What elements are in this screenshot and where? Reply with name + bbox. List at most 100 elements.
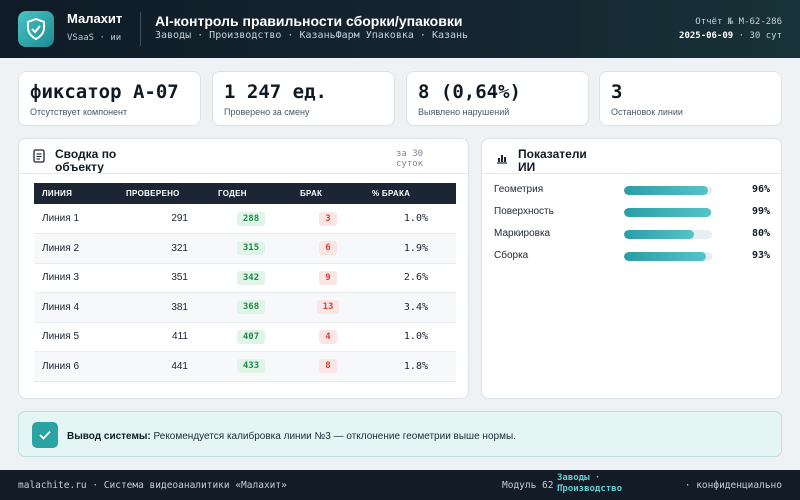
cell-line: Линия 3 — [34, 263, 118, 293]
metric-progress-fill — [624, 252, 706, 261]
summary-panel: Сводка по объекту за 30 суток ЛИНИЯ ПРОВ… — [18, 138, 469, 399]
metric-progress-track — [624, 186, 712, 195]
summary-title: Сводка по объекту — [55, 147, 117, 174]
footer-confidential: · конфиденциально — [684, 480, 782, 491]
cell-line: Линия 4 — [34, 292, 118, 323]
metric-progress-fill — [624, 230, 695, 239]
defect-badge: 4 — [319, 329, 337, 344]
page-title: AI-контроль правильности сборки/упаковки — [155, 13, 463, 29]
good-badge: 315 — [236, 241, 266, 256]
metric-progress-track — [624, 230, 712, 239]
cell-checked: 291 — [118, 204, 210, 234]
kpi-value: 3 — [611, 81, 623, 103]
metric-value: 80% — [751, 228, 770, 239]
good-badge: 288 — [236, 211, 266, 226]
good-badge: 407 — [236, 329, 266, 344]
table-row[interactable]: Линия 6 441 433 8 1.8% — [34, 351, 456, 382]
metric-label: Поверхность — [494, 206, 554, 217]
ai-metrics-title: Показатели ИИ — [518, 147, 587, 174]
cell-checked: 381 — [118, 292, 210, 323]
header-divider — [140, 12, 141, 46]
kpi-card-checked: 1 247 ед. Проверено за смену — [212, 71, 395, 126]
metric-value: 99% — [751, 206, 770, 217]
ai-metric-row: Поверхность 99% — [494, 206, 770, 218]
panel-divider — [19, 173, 468, 174]
table-header-row: ЛИНИЯ ПРОВЕРЕНО ГОДЕН БРАК % БРАКА — [34, 183, 456, 204]
metric-progress-track — [624, 252, 712, 261]
kpi-card-violations: 8 (0,64%) Выявлено нарушений — [406, 71, 589, 126]
defect-badge: 6 — [319, 241, 337, 256]
cell-line: Линия 6 — [34, 351, 118, 382]
system-conclusion: Вывод системы: Рекомендуется калибровка … — [18, 411, 782, 457]
ai-metric-row: Маркировка 80% — [494, 228, 770, 240]
conclusion-text: Вывод системы: Рекомендуется калибровка … — [67, 430, 517, 444]
document-icon — [33, 149, 45, 168]
table-row[interactable]: Линия 4 381 368 13 3.4% — [34, 292, 456, 323]
table-row[interactable]: Линия 5 411 407 4 1.0% — [34, 322, 456, 352]
defect-badge: 9 — [319, 270, 337, 285]
kpi-label: Остановок линии — [611, 107, 683, 117]
ai-metrics-panel: Показатели ИИ Геометрия 96% Поверхность 99%… — [481, 138, 782, 399]
metric-value: 96% — [751, 184, 770, 195]
cell-defect-pct: 1.0% — [364, 322, 456, 352]
kpi-card-stops: 3 Остановок линии — [599, 71, 782, 126]
footer-site-link[interactable]: malachite.ru · Система видеоаналитики «М… — [18, 480, 287, 491]
column-header[interactable]: % БРАКА — [372, 189, 411, 198]
column-header[interactable]: БРАК — [300, 189, 323, 198]
kpi-value: 1 247 ед. — [224, 81, 327, 103]
cell-defect-pct: 1.8% — [364, 351, 456, 382]
shield-check-logo-icon[interactable] — [18, 11, 54, 47]
brand-subtitle: VSaaS · ии — [67, 33, 122, 43]
cell-checked: 411 — [118, 322, 210, 352]
cell-defect-pct: 2.6% — [364, 263, 456, 293]
metric-progress-fill — [624, 186, 709, 195]
ai-metric-row: Геометрия 96% — [494, 184, 770, 196]
column-header[interactable]: ЛИНИЯ — [42, 189, 73, 198]
conclusion-message: Рекомендуется калибровка линии №3 — откл… — [153, 431, 516, 442]
cell-checked: 351 — [118, 263, 210, 293]
cell-line: Линия 5 — [34, 322, 118, 352]
footer-module: Модуль 62 · — [502, 480, 565, 491]
kpi-label: Выявлено нарушений — [418, 107, 510, 117]
checkmark-icon — [32, 422, 58, 448]
column-header[interactable]: ПРОВЕРЕНО — [126, 189, 180, 198]
column-header[interactable]: ГОДЕН — [218, 189, 247, 198]
bar-chart-icon — [496, 151, 508, 169]
summary-period: за 30 суток — [396, 149, 424, 169]
footer-tags[interactable]: Заводы · Производство — [557, 473, 623, 494]
cell-line: Линия 1 — [34, 204, 118, 234]
app-header: Малахит VSaaS · ии AI-контроль правильно… — [0, 0, 800, 58]
cell-line: Линия 2 — [34, 233, 118, 264]
conclusion-label: Вывод системы: — [67, 431, 151, 442]
kpi-label: Отсутствует компонент — [30, 107, 128, 117]
breadcrumb[interactable]: Заводы · Производство · КазаньФарм Упако… — [155, 30, 469, 41]
good-badge: 342 — [236, 270, 266, 285]
table-row[interactable]: Линия 1 291 288 3 1.0% — [34, 204, 456, 234]
report-period: · 30 сут — [738, 31, 782, 41]
report-info: Отчёт № М-62-286 2025-06-09 · 30 сут — [679, 15, 782, 43]
metric-value: 93% — [751, 250, 770, 261]
kpi-value: 8 (0,64%) — [418, 81, 521, 103]
cell-defect-pct: 1.9% — [364, 233, 456, 264]
table-row[interactable]: Линия 2 321 315 6 1.9% — [34, 233, 456, 264]
defect-badge: 3 — [319, 211, 337, 226]
cell-defect-pct: 3.4% — [364, 292, 456, 323]
good-badge: 433 — [236, 359, 266, 374]
ai-metric-row: Сборка 93% — [494, 250, 770, 262]
kpi-value: фиксатор А-07 — [30, 81, 179, 103]
metric-progress-track — [624, 208, 712, 217]
metric-label: Сборка — [494, 250, 529, 261]
cell-checked: 441 — [118, 351, 210, 382]
cell-checked: 321 — [118, 233, 210, 264]
defect-badge: 13 — [316, 300, 340, 315]
app-footer: malachite.ru · Система видеоаналитики «М… — [0, 470, 800, 500]
metric-progress-fill — [624, 208, 712, 217]
kpi-label: Проверено за смену — [224, 107, 310, 117]
defect-badge: 8 — [319, 359, 337, 374]
report-date: 2025-06-09 — [679, 31, 734, 41]
good-badge: 368 — [236, 300, 266, 315]
table-row[interactable]: Линия 3 351 342 9 2.6% — [34, 263, 456, 293]
kpi-card-missing-component: фиксатор А-07 Отсутствует компонент — [18, 71, 201, 126]
metric-label: Маркировка — [494, 228, 551, 239]
panel-divider — [482, 173, 781, 174]
